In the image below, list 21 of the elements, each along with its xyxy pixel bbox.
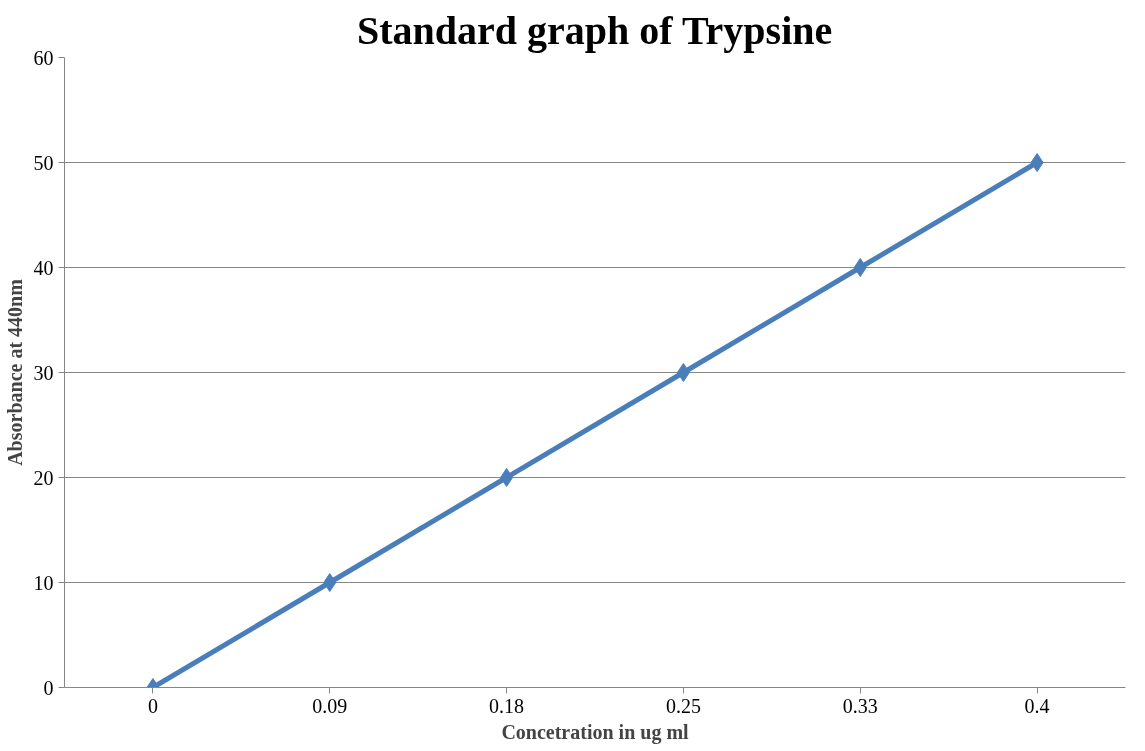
point bbox=[853, 258, 867, 277]
y-tick-label: 0 bbox=[43, 676, 54, 699]
y-axis-title: Absorbance at 440nm bbox=[3, 278, 26, 466]
y-tick-label: 10 bbox=[33, 571, 54, 594]
y-tick-label: 40 bbox=[33, 256, 54, 279]
x-tick-label: 0 bbox=[147, 694, 158, 717]
point bbox=[323, 573, 337, 592]
x-axis-title: Concetration in ug ml bbox=[501, 720, 690, 744]
x-tick-label: 0.33 bbox=[842, 694, 878, 717]
y-tick-label: 50 bbox=[33, 151, 54, 174]
x-tick-label: 0.09 bbox=[312, 694, 348, 717]
x-tick-label: 0.18 bbox=[489, 694, 525, 717]
y-tick-label: 30 bbox=[33, 361, 54, 384]
point bbox=[1030, 153, 1044, 172]
y-tick-label: 20 bbox=[33, 466, 54, 489]
chart-title: Standard graph of Trypsine bbox=[356, 7, 833, 53]
y-tick-label: 60 bbox=[33, 46, 54, 69]
x-tick-label: 0.4 bbox=[1024, 694, 1050, 717]
point bbox=[676, 363, 690, 382]
point bbox=[500, 468, 514, 487]
x-tick-label: 0.25 bbox=[665, 694, 701, 717]
